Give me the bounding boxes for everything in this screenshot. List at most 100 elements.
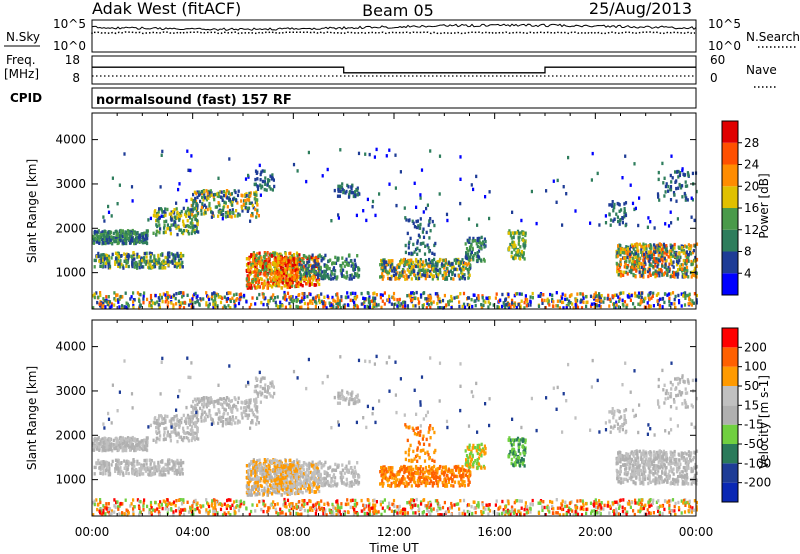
- velocity-cell: [119, 443, 122, 447]
- power-cell: [281, 268, 284, 273]
- power-cell: [314, 271, 317, 275]
- power-cell: [388, 300, 391, 304]
- power-cell: [648, 268, 651, 272]
- power-cell: [187, 212, 190, 216]
- velocity-cell: [95, 440, 98, 444]
- power-cell: [276, 272, 279, 276]
- power-cell: [661, 161, 664, 166]
- power-cell: [685, 259, 688, 263]
- velocity-cell: [129, 445, 132, 450]
- power-cell: [450, 299, 453, 303]
- power-cell: [354, 264, 358, 268]
- power-cell: [636, 294, 639, 298]
- velocity-cell: [100, 463, 103, 468]
- power-cell: [620, 270, 623, 274]
- power-cell: [246, 209, 249, 213]
- power-cell: [257, 185, 260, 189]
- power-cell: [446, 218, 449, 223]
- power-cell: [205, 291, 208, 295]
- velocity-cell: [156, 421, 159, 425]
- power-cell: [332, 277, 335, 281]
- velocity-cell: [157, 426, 160, 431]
- power-cell: [427, 264, 430, 268]
- power-cell: [683, 268, 686, 273]
- power-cell: [101, 238, 104, 242]
- power-cell: [354, 291, 357, 296]
- power-cell: [185, 228, 188, 233]
- power-cell: [244, 198, 247, 203]
- power-cell: [436, 294, 439, 298]
- date-title: 25/Aug/2013: [589, 0, 692, 18]
- power-cell: [273, 262, 277, 266]
- power-cell: [608, 297, 612, 302]
- power-cell: [104, 241, 107, 246]
- power-cell: [182, 219, 185, 223]
- power-cell: [590, 178, 593, 182]
- power-cell: [397, 301, 400, 305]
- velocity-cell: [152, 471, 155, 476]
- power-cell: [379, 293, 382, 297]
- power-cell: [296, 270, 299, 275]
- power-cell: [637, 264, 640, 269]
- power-cell: [155, 218, 158, 223]
- power-cell: [246, 282, 249, 287]
- power-cell: [589, 294, 593, 298]
- power-cell: [446, 266, 449, 271]
- power-cell: [416, 239, 419, 243]
- power-cell: [250, 286, 253, 290]
- power-cell: [683, 191, 686, 196]
- power-cell: [633, 305, 636, 310]
- power-cell: [512, 243, 516, 247]
- power-cell: [406, 306, 410, 310]
- power-cell: [381, 272, 384, 276]
- power-cell: [130, 295, 133, 299]
- power-cell: [636, 243, 639, 247]
- power-cell: [631, 259, 634, 264]
- freq-tick-high: 18: [65, 53, 80, 67]
- power-cell: [640, 274, 643, 278]
- power-cell: [297, 305, 300, 309]
- power-cell: [279, 304, 282, 308]
- power-cell: [253, 278, 256, 282]
- power-cell: [155, 223, 158, 227]
- power-cell: [457, 274, 460, 278]
- power-cell: [580, 299, 583, 303]
- power-cell: [203, 212, 206, 216]
- power-cell: [692, 248, 695, 253]
- velocity-cell: [201, 409, 204, 413]
- power-cell: [260, 281, 263, 286]
- power-cell: [393, 297, 396, 301]
- velocity-cell: [140, 439, 143, 443]
- power-cell: [619, 262, 622, 267]
- power-cell: [300, 299, 303, 303]
- power-cell: [185, 198, 188, 203]
- power-cell: [283, 297, 286, 301]
- power-cell: [683, 173, 687, 177]
- power-cell: [613, 293, 616, 297]
- velocity-cell: [145, 458, 148, 462]
- power-cell: [340, 295, 343, 299]
- power-cell: [166, 226, 169, 231]
- power-cell: [624, 256, 627, 260]
- power-cell: [571, 302, 574, 306]
- power-cell: [237, 212, 240, 216]
- power-colorbar-swatch: [722, 142, 738, 165]
- power-cell: [151, 301, 154, 305]
- power-cell: [311, 301, 314, 305]
- power-cell: [462, 291, 466, 296]
- power-cell: [242, 202, 245, 207]
- velocity-cell: [175, 414, 178, 418]
- power-cell: [511, 240, 514, 244]
- power-cell: [621, 220, 624, 225]
- power-cell: [96, 235, 100, 239]
- power-cell: [394, 277, 397, 281]
- power-cell: [121, 234, 124, 238]
- power-cell: [148, 251, 151, 255]
- power-cell: [321, 257, 324, 261]
- power-cell: [411, 291, 414, 295]
- power-cell: [356, 294, 359, 299]
- velocity-cell: [208, 401, 211, 405]
- power-cell: [220, 212, 223, 217]
- velocity-cell: [123, 466, 126, 470]
- power-cell: [306, 260, 309, 265]
